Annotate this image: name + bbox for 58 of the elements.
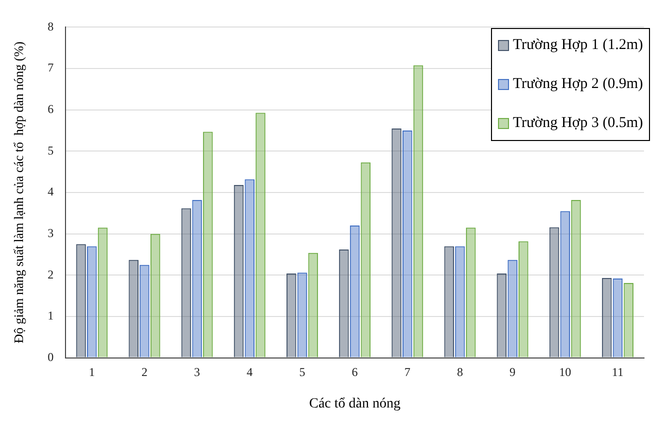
bar xyxy=(455,246,465,358)
bar xyxy=(402,130,412,358)
y-tick-label: 7 xyxy=(48,60,54,75)
bar xyxy=(508,260,518,358)
bar xyxy=(360,162,371,358)
bar xyxy=(444,246,454,358)
x-tick-label: 8 xyxy=(456,365,463,380)
bar xyxy=(339,250,349,358)
x-tick-label: 1 xyxy=(88,365,95,380)
x-tick-label: 9 xyxy=(510,365,516,380)
x-tick-label: 5 xyxy=(299,365,306,380)
y-tick-label: 2 xyxy=(48,267,54,282)
bar xyxy=(413,65,424,358)
y-tick-label: 0 xyxy=(48,350,54,364)
y-tick-label: 6 xyxy=(48,102,54,116)
bar xyxy=(76,244,86,358)
bar xyxy=(192,200,202,358)
x-tick-label: 3 xyxy=(194,365,200,380)
legend-label: Trường Hợp 3 (0.5m) xyxy=(512,115,643,132)
y-tick-label: 5 xyxy=(48,143,54,158)
x-tick-label: 4 xyxy=(246,365,253,380)
bar xyxy=(244,179,255,358)
bar xyxy=(98,228,108,358)
bar xyxy=(602,278,612,358)
y-tick-label: 1 xyxy=(48,308,54,323)
bar xyxy=(286,273,296,358)
x-tick-label: 11 xyxy=(612,365,624,380)
bar xyxy=(297,272,308,358)
bar xyxy=(256,112,266,358)
bar xyxy=(560,211,570,358)
x-tick-label: 7 xyxy=(404,365,410,380)
bar xyxy=(518,241,528,358)
bar xyxy=(496,273,507,358)
y-tick-label: 8 xyxy=(48,19,54,34)
bar xyxy=(87,246,97,358)
bar xyxy=(571,200,581,358)
bar xyxy=(612,278,623,358)
x-tick-label: 2 xyxy=(141,365,148,380)
bar xyxy=(350,226,360,358)
bar xyxy=(466,228,476,358)
y-tick-label: 4 xyxy=(48,184,54,199)
y-axis-title: Độ giảm năng suất làm lạnh của các tổ hợp dàn nóng (%) xyxy=(11,42,26,344)
bar xyxy=(549,227,560,358)
legend-label: Trường Hợp 1 (1.2m) xyxy=(512,37,643,54)
bar xyxy=(392,128,402,358)
y-tick-label: 3 xyxy=(48,226,54,240)
bar xyxy=(234,185,244,358)
bar xyxy=(150,234,160,358)
x-tick-label: 10 xyxy=(559,365,572,380)
x-tick-label: 6 xyxy=(352,365,358,380)
legend-label: Trường Hợp 2 (0.9m) xyxy=(512,76,643,93)
bar xyxy=(181,208,192,358)
bar xyxy=(140,264,150,358)
bar xyxy=(128,260,138,358)
bar xyxy=(624,283,634,358)
x-axis-title: Các tổ dàn nóng xyxy=(309,396,400,412)
bar xyxy=(308,252,318,358)
bar xyxy=(203,132,213,358)
